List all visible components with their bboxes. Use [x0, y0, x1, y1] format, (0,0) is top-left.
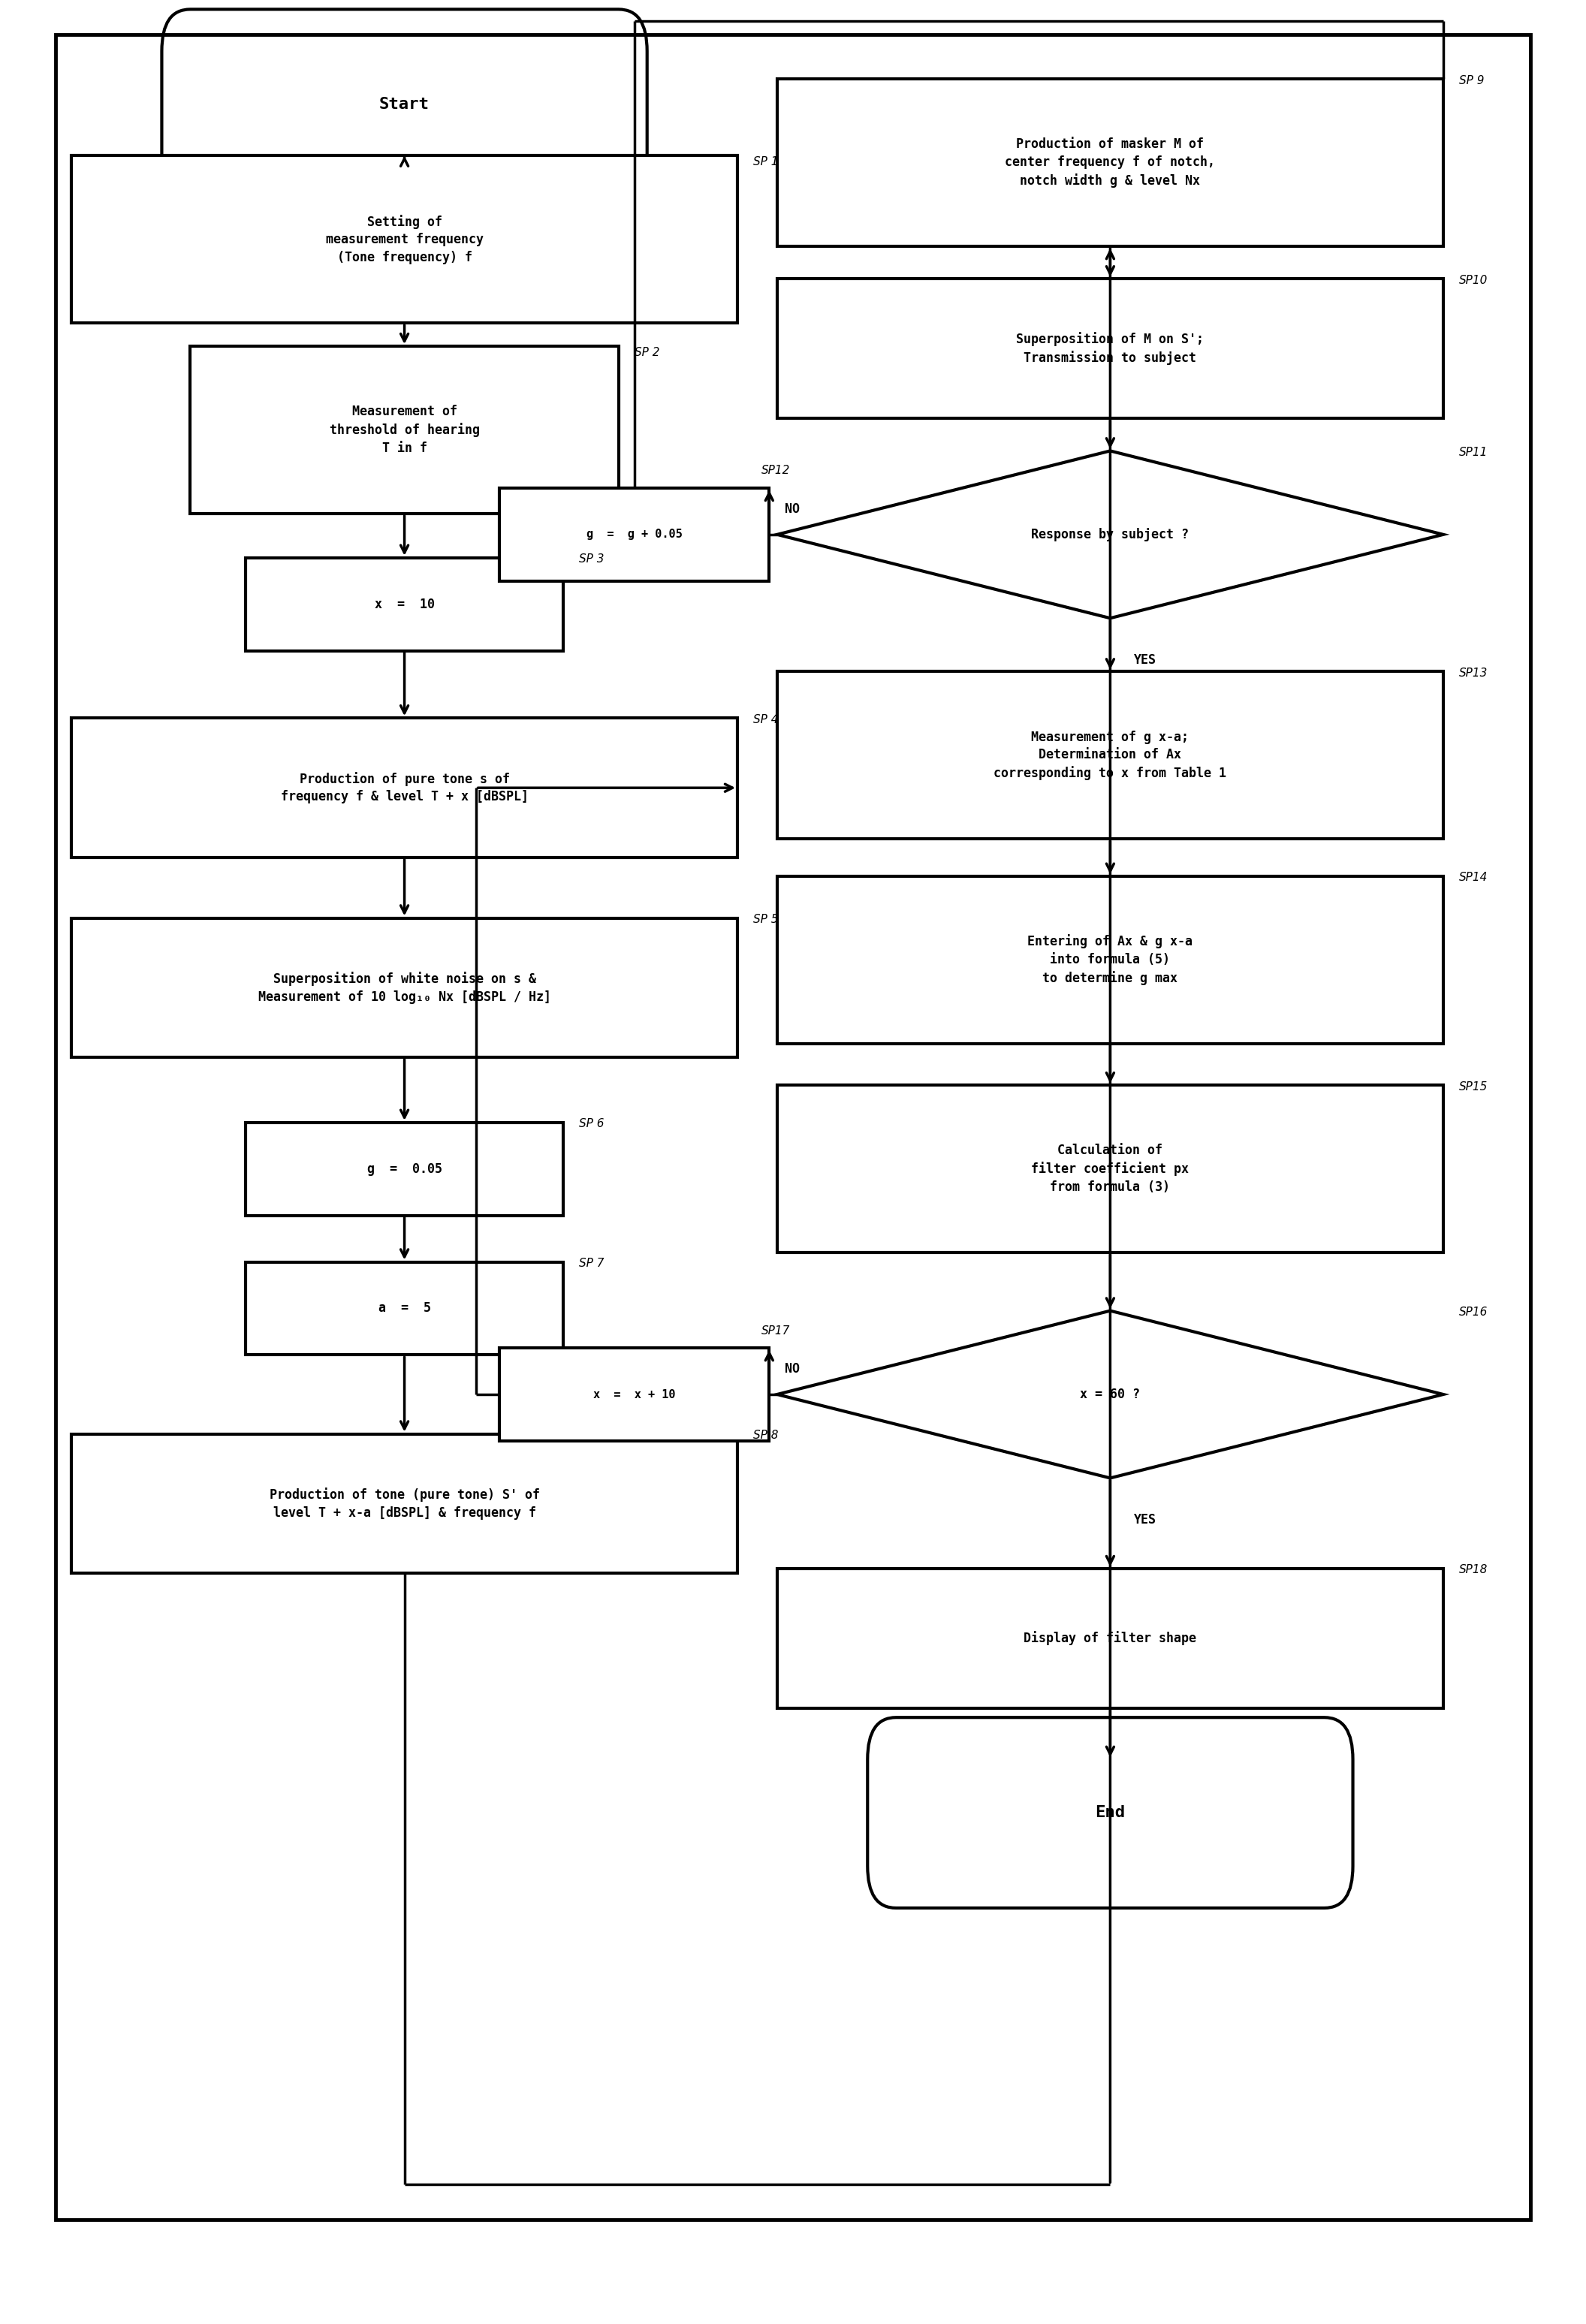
Text: SP16: SP16: [1459, 1306, 1488, 1318]
Text: Setting of
measurement frequency
(Tone frequency) f: Setting of measurement frequency (Tone f…: [325, 214, 484, 265]
FancyBboxPatch shape: [868, 1717, 1353, 1908]
Text: Production of masker M of
center frequency f of notch,
notch width g & level Nx: Production of masker M of center frequen…: [1006, 137, 1215, 188]
Text: SP17: SP17: [761, 1325, 790, 1336]
Text: x  =  10: x = 10: [374, 597, 435, 611]
Text: End: End: [1096, 1806, 1124, 1820]
Text: Measurement of
threshold of hearing
T in f: Measurement of threshold of hearing T in…: [330, 404, 479, 456]
Bar: [246, 1262, 563, 1355]
Text: Superposition of white noise on s &
Measurement of 10 log₁₀ Nx [dBSPL / Hz]: Superposition of white noise on s & Meas…: [259, 971, 550, 1004]
Text: NO: NO: [785, 1362, 799, 1376]
Polygon shape: [777, 451, 1443, 618]
Text: SP 4: SP 4: [753, 713, 779, 725]
Text: Production of tone (pure tone) S' of
level T + x-a [dBSPL] & frequency f: Production of tone (pure tone) S' of lev…: [270, 1487, 539, 1520]
Bar: [190, 346, 619, 514]
Text: NO: NO: [785, 502, 799, 516]
Text: g  =  g + 0.05: g = g + 0.05: [587, 530, 682, 539]
Bar: [777, 279, 1443, 418]
Text: Measurement of g x-a;
Determination of Ax
corresponding to x from Table 1: Measurement of g x-a; Determination of A…: [994, 730, 1226, 781]
Text: SP11: SP11: [1459, 446, 1488, 458]
Text: SP15: SP15: [1459, 1081, 1488, 1092]
Text: YES: YES: [1134, 653, 1156, 667]
Text: SP 5: SP 5: [753, 913, 779, 925]
Bar: [777, 79, 1443, 246]
Text: a  =  5: a = 5: [377, 1301, 431, 1315]
Text: YES: YES: [1134, 1513, 1156, 1527]
Bar: [500, 1348, 769, 1441]
Text: SP 6: SP 6: [579, 1118, 604, 1129]
Text: SP18: SP18: [1459, 1564, 1488, 1576]
Bar: [500, 488, 769, 581]
Text: SP10: SP10: [1459, 274, 1488, 286]
Text: Production of pure tone s of
frequency f & level T + x [dBSPL]: Production of pure tone s of frequency f…: [281, 772, 528, 804]
Bar: [246, 1122, 563, 1215]
Text: SP13: SP13: [1459, 667, 1488, 679]
Bar: [71, 718, 737, 858]
Text: Response by subject ?: Response by subject ?: [1031, 528, 1190, 541]
Text: SP 2: SP 2: [634, 346, 660, 358]
Text: SP14: SP14: [1459, 872, 1488, 883]
Bar: [777, 1085, 1443, 1253]
Bar: [71, 918, 737, 1057]
Polygon shape: [777, 1311, 1443, 1478]
Bar: [71, 156, 737, 323]
Bar: [71, 1434, 737, 1573]
Text: Calculation of
filter coefficient px
from formula (3): Calculation of filter coefficient px fro…: [1031, 1143, 1190, 1195]
Text: Start: Start: [379, 98, 430, 112]
Text: SP 1: SP 1: [753, 156, 779, 167]
Text: SP 3: SP 3: [579, 553, 604, 565]
Bar: [246, 558, 563, 651]
Text: SP 8: SP 8: [753, 1429, 779, 1441]
Bar: [777, 876, 1443, 1043]
Text: Entering of Ax & g x-a
into formula (5)
to determine g max: Entering of Ax & g x-a into formula (5) …: [1028, 934, 1193, 985]
Text: Display of filter shape: Display of filter shape: [1025, 1631, 1196, 1645]
Text: SP12: SP12: [761, 465, 790, 476]
Text: x  =  x + 10: x = x + 10: [593, 1390, 676, 1399]
Text: x = 60 ?: x = 60 ?: [1080, 1387, 1140, 1401]
Text: Superposition of M on S';
Transmission to subject: Superposition of M on S'; Transmission t…: [1017, 332, 1204, 365]
Text: SP 7: SP 7: [579, 1257, 604, 1269]
FancyBboxPatch shape: [162, 9, 647, 200]
Text: SP 9: SP 9: [1459, 74, 1484, 86]
Text: g  =  0.05: g = 0.05: [366, 1162, 442, 1176]
Bar: [777, 672, 1443, 839]
Bar: [777, 1569, 1443, 1708]
